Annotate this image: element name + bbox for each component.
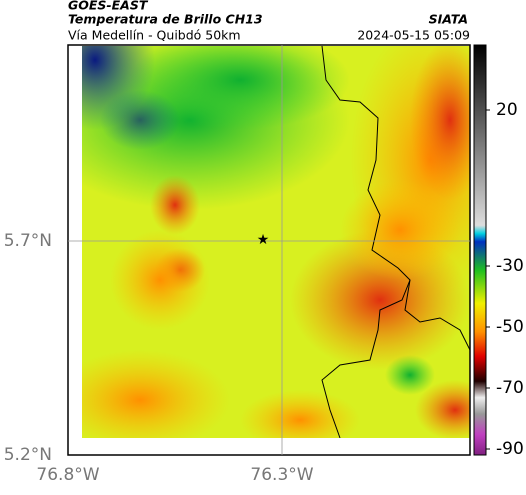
lat-label: 5.2°N xyxy=(4,445,52,465)
colorbar-label: -50 xyxy=(496,317,524,337)
colorbar xyxy=(473,44,487,456)
lon-label: 76.8°W xyxy=(36,465,99,485)
title: Temperatura de Brillo CH13 xyxy=(68,12,263,27)
datetime: 2024-05-15 05:09 xyxy=(357,28,470,43)
colorbar-label: -70 xyxy=(496,378,524,398)
colorbar-label: -90 xyxy=(496,439,524,459)
subtitle: Vía Medellín - Quibdó 50km xyxy=(68,28,241,43)
lat-label: 5.7°N xyxy=(4,231,52,251)
location-star: ★ xyxy=(257,232,270,248)
imagery xyxy=(82,46,470,438)
lon-label: 76.3°W xyxy=(250,465,313,485)
map-frame xyxy=(67,44,471,456)
colorbar-label: -30 xyxy=(496,256,524,276)
colorbar-label: 20 xyxy=(496,100,518,120)
source: SIATA xyxy=(429,12,468,27)
labels: 5.7°N 5.2°N76.8°W 76.3°W 20 -30 -50 -70 -90 xyxy=(4,100,524,485)
satellite: GOES-EAST xyxy=(68,0,149,13)
